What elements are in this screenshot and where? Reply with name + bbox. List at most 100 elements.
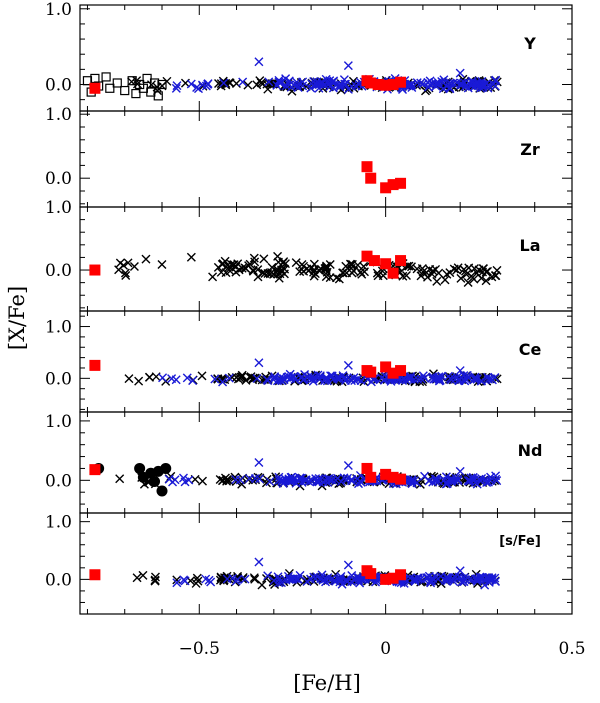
panel-label: [s/Fe] [499,534,541,549]
data-point-blue-cross [432,475,442,485]
data-point-blue-cross [431,78,441,88]
data-point-black-cross [234,265,244,275]
data-point-blue-cross [307,374,317,384]
data-point-blue-cross [298,81,308,91]
data-point-black-cross [302,575,312,585]
data-point-black-cross [259,375,269,385]
data-point-blue-cross [172,578,182,588]
data-point-black-cross [198,476,208,486]
data-point-black-cross [345,259,355,269]
data-point-black-cross [416,271,426,281]
data-point-red-square [365,471,377,483]
data-point-black-cross [269,269,279,279]
data-point-blue-cross [420,471,430,481]
data-point-blue-cross [482,477,492,487]
data-point-open-square [153,91,163,101]
data-point-red-square [89,464,101,476]
data-point-black-cross [241,375,251,385]
panel-frame [79,512,573,615]
data-point-blue-cross [468,78,478,88]
data-point-blue-cross [492,476,502,486]
data-point-black-cross [320,264,330,274]
panel-label: La [520,236,541,255]
data-point-blue-cross [455,466,465,476]
data-point-black-cross [338,268,348,278]
data-point-blue-cross [277,475,287,485]
data-point-black-cross [249,253,259,263]
data-point-red-square [395,569,407,581]
data-point-black-cross [119,260,129,270]
data-point-blue-cross [343,61,353,71]
panel-label: Nd [518,441,543,460]
data-point-red-square [387,572,399,584]
data-point-blue-cross [404,81,414,91]
data-point-black-cross [404,261,414,271]
data-point-blue-cross [289,80,299,90]
data-point-open-square [131,88,141,99]
data-point-blue-cross [491,75,501,85]
panel-6: 1.0 0.0 [s/Fe] [45,512,573,615]
data-point-blue-cross [340,79,350,89]
data-point-red-square [380,258,392,270]
data-point-blue-cross [356,477,366,487]
data-point-black-cross [258,79,268,89]
data-point-blue-cross [477,473,487,483]
data-point-black-cross [445,372,455,382]
data-point-blue-cross [286,574,296,584]
data-point-blue-cross [468,472,478,482]
data-point-blue-cross [204,575,214,585]
data-point-black-cross [150,576,160,586]
data-point-filled-circle [149,476,161,488]
data-point-blue-cross [448,78,458,88]
data-point-black-cross [401,271,411,281]
data-point-red-square [395,473,407,485]
data-point-black-cross [463,277,473,287]
data-point-blue-cross [343,360,353,370]
data-point-blue-cross [418,371,428,381]
data-point-blue-cross [356,574,366,584]
data-point-black-cross [237,370,247,380]
panel-frame [79,411,573,514]
data-point-blue-cross [254,458,264,467]
data-point-blue-cross [428,477,438,487]
data-point-blue-cross [439,475,449,485]
y-tick-label: 1.0 [45,0,72,20]
data-point-red-square [361,161,373,173]
data-point-black-cross [310,269,320,279]
data-point-black-cross [253,265,263,275]
data-point-blue-cross [486,472,496,482]
data-point-blue-cross [298,77,308,87]
data-point-red-square [89,569,101,581]
y-tick-label: 0.0 [45,570,72,590]
data-point-blue-cross [167,374,177,384]
data-point-blue-cross [309,572,319,582]
data-point-blue-cross [255,474,265,484]
data-point-blue-cross [453,474,463,484]
data-point-blue-cross [219,78,229,88]
data-point-red-square [89,82,101,94]
data-point-black-cross [359,267,369,277]
data-point-black-cross [250,257,260,267]
data-point-black-cross [461,269,471,279]
data-point-open-square [112,78,122,88]
y-axis-title: [X/Fe] [5,286,29,350]
data-point-blue-cross [343,560,353,570]
data-point-black-cross [442,269,452,279]
data-point-red-square [380,468,392,480]
panel-4: 1.0 0.0 Ce [45,310,573,413]
panel-1: 1.0 0.0 Y [45,0,573,112]
data-point-blue-cross [262,374,272,384]
data-point-black-cross [172,575,182,585]
data-point-blue-cross [228,573,238,583]
data-point-blue-cross [407,475,417,485]
data-point-black-cross [257,580,267,590]
data-point-black-cross [248,373,258,383]
data-point-blue-cross [350,376,360,386]
data-point-blue-cross [304,476,314,486]
panel-frame [79,110,573,208]
data-point-blue-cross [480,580,490,590]
data-point-blue-cross [439,75,449,85]
data-point-black-cross [481,276,491,286]
data-point-red-square [395,76,407,88]
data-point-black-cross [193,576,203,586]
